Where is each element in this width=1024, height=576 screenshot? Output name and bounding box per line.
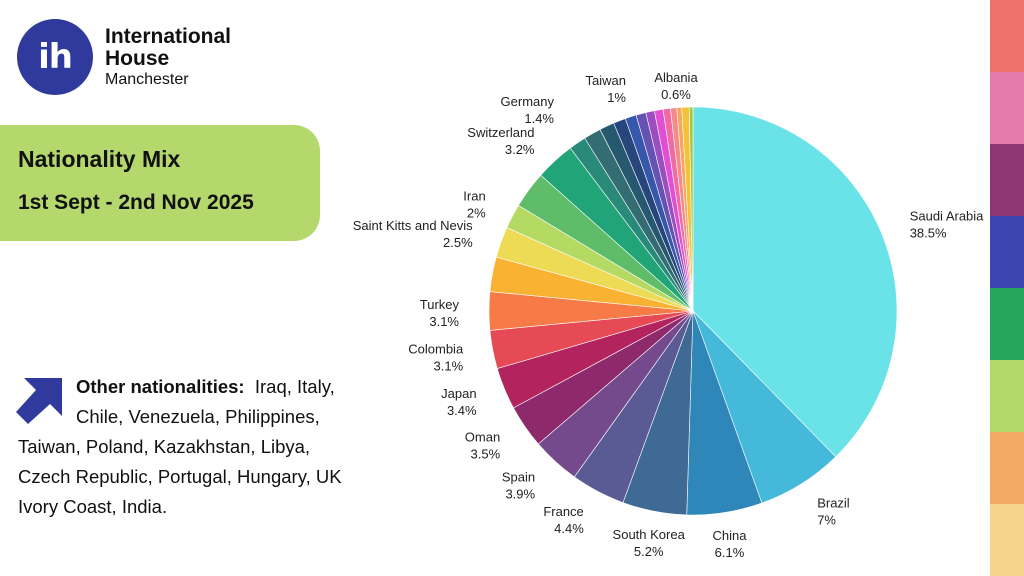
slice-label-germany: Germany 1.4% [501, 94, 555, 126]
slice-label-iran: Iran 2% [463, 188, 486, 220]
logo-line-1: International [105, 25, 232, 48]
logo-line-2: House [105, 47, 170, 70]
side-stripe-2 [990, 72, 1024, 144]
logo-line-3: Manchester [105, 71, 189, 88]
slice-label-saint-kitts-and-nevis: Saint Kitts and Nevis 2.5% [353, 218, 473, 250]
side-color-stripes [990, 0, 1024, 576]
pie-slice-saudi-arabia [692, 106, 898, 458]
logo-text: International House Manchester [105, 26, 231, 90]
slice-label-china: China 6.1% [713, 528, 748, 560]
logo-mark: ih [17, 19, 93, 95]
side-stripe-8 [990, 504, 1024, 576]
slice-label-spain: Spain 3.9% [502, 470, 536, 502]
date-range: 1st Sept - 2nd Nov 2025 [18, 191, 254, 214]
slice-label-colombia: Colombia 3.1% [408, 341, 464, 373]
other-nationalities: Other nationalities: Iraq, Italy, Chile,… [18, 372, 388, 522]
side-stripe-1 [990, 0, 1024, 72]
side-stripe-7 [990, 432, 1024, 504]
slice-label-japan: Japan 3.4% [441, 386, 477, 418]
title-panel [0, 125, 320, 241]
slice-label-south-korea: South Korea 5.2% [613, 527, 686, 559]
side-stripe-4 [990, 216, 1024, 288]
other-nationalities-label: Other nationalities: [76, 376, 245, 397]
slice-label-turkey: Turkey 3.1% [420, 297, 460, 329]
slice-label-brazil: Brazil 7% [817, 495, 850, 527]
slice-label-albania: Albania 0.6% [654, 70, 698, 102]
slice-label-oman: Oman 3.5% [465, 430, 501, 462]
other-line-2: Chile, Venezuela, Philippines, [76, 406, 320, 427]
pie-slice-unlabeled-28 [688, 106, 694, 312]
side-stripe-5 [990, 288, 1024, 360]
nationality-pie-chart: Saudi Arabia 38.5% Brazil 7% China 6.1% South … [353, 70, 984, 560]
other-line-3: Taiwan, Poland, Kazakhstan, Libya, [18, 436, 311, 457]
slice-label-switzerland: Switzerland 3.2% [467, 125, 535, 157]
slice-label-taiwan: Taiwan 1% [586, 73, 627, 105]
page-title: Nationality Mix [18, 146, 181, 172]
other-line-5: Ivory Coast, India. [18, 496, 168, 517]
slice-label-saudi-arabia: Saudi Arabia 38.5% [910, 209, 984, 241]
slice-label-france: France 4.4% [543, 504, 584, 536]
other-line-1: Iraq, Italy, [254, 376, 335, 397]
other-line-4: Czech Republic, Portugal, Hungary, UK [18, 466, 342, 487]
side-stripe-3 [990, 144, 1024, 216]
side-stripe-6 [990, 360, 1024, 432]
arrow-up-right-icon [16, 378, 62, 424]
